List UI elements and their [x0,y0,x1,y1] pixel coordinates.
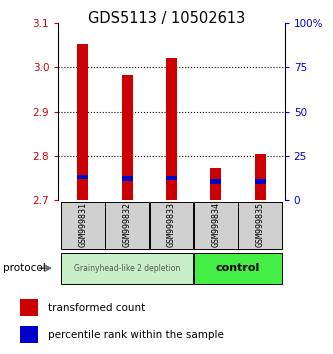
Bar [166,176,177,180]
FancyBboxPatch shape [105,202,149,249]
Text: GDS5113 / 10502613: GDS5113 / 10502613 [88,11,245,25]
Text: protocol: protocol [3,263,46,273]
Text: Grainyhead-like 2 depletion: Grainyhead-like 2 depletion [74,264,180,273]
Bar [255,179,266,184]
FancyBboxPatch shape [194,202,238,249]
FancyBboxPatch shape [150,202,193,249]
Bar [122,176,133,181]
Text: transformed count: transformed count [48,303,145,313]
Bar [166,58,177,200]
Text: GSM999835: GSM999835 [256,202,265,247]
Bar [77,175,88,179]
Text: GSM999833: GSM999833 [167,202,176,247]
Bar [122,75,133,200]
FancyBboxPatch shape [238,202,282,249]
Text: percentile rank within the sample: percentile rank within the sample [48,330,224,340]
Bar [20,299,38,316]
FancyBboxPatch shape [61,253,193,284]
Bar [20,326,38,343]
Text: GSM999834: GSM999834 [211,202,220,247]
Bar [255,154,266,200]
Text: GSM999832: GSM999832 [123,202,132,247]
Text: control: control [216,263,260,273]
Text: GSM999831: GSM999831 [78,202,87,247]
Bar [210,168,221,200]
Bar [210,179,221,184]
FancyBboxPatch shape [194,253,282,284]
FancyBboxPatch shape [61,202,105,249]
Bar [77,44,88,200]
